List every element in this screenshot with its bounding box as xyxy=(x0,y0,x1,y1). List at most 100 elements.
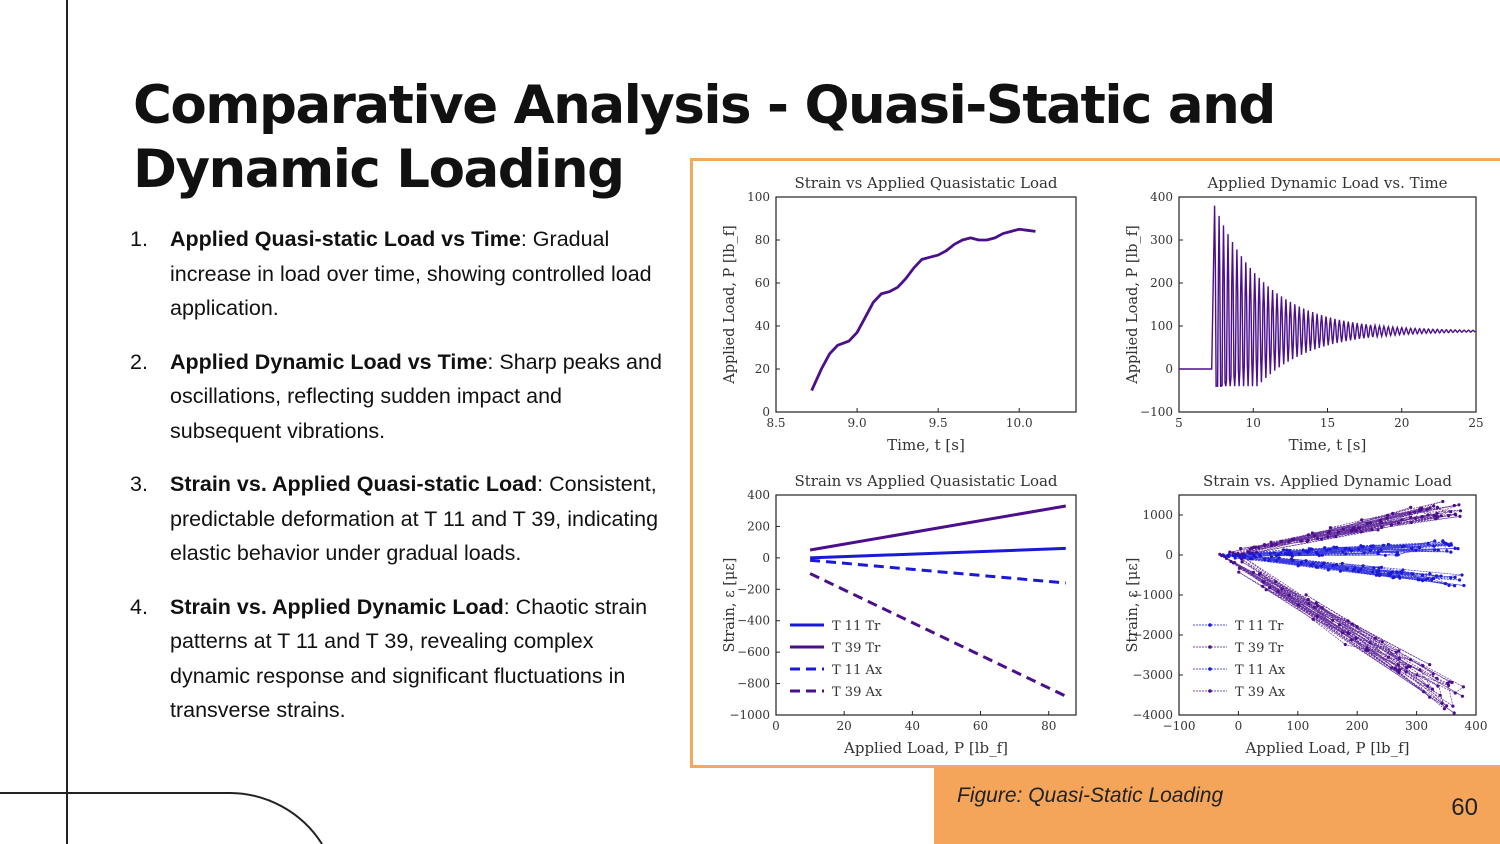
list-item-body: : Gradual increase in load over time, sh… xyxy=(170,227,652,320)
series-point xyxy=(1426,513,1430,517)
y-tick-label: 0 xyxy=(1165,362,1173,376)
series-point xyxy=(1371,544,1375,548)
series-point xyxy=(1229,559,1233,564)
series-point xyxy=(1376,551,1380,556)
series-point xyxy=(1269,555,1274,559)
series-point xyxy=(1409,658,1413,662)
series-point xyxy=(1408,665,1412,669)
series-point xyxy=(1354,636,1358,640)
series-point xyxy=(1220,554,1224,558)
y-tick-label: 300 xyxy=(1150,233,1173,247)
series-point xyxy=(1268,586,1272,590)
plot-area xyxy=(775,196,1077,413)
series-point xyxy=(1341,527,1345,531)
series-point xyxy=(1391,511,1395,516)
series-point xyxy=(1445,549,1449,553)
series-point xyxy=(1398,576,1402,580)
series-point xyxy=(1386,542,1390,547)
series-point xyxy=(1394,650,1398,654)
series-point xyxy=(1420,573,1424,577)
series-point xyxy=(1368,548,1372,552)
chart-title: Strain vs. Applied Dynamic Load xyxy=(1203,472,1452,490)
series-point xyxy=(1347,547,1351,551)
series-line-2 xyxy=(809,558,1066,585)
series-point xyxy=(1461,685,1465,689)
series-point xyxy=(1287,593,1291,597)
series-point xyxy=(1254,550,1259,554)
y-axis-label: Strain, ε [με] xyxy=(1125,558,1141,653)
y-tick-label: −800 xyxy=(737,677,770,691)
legend-label: T 11 Tr xyxy=(1235,619,1284,634)
series-point xyxy=(1391,576,1395,580)
series-point xyxy=(1409,515,1413,519)
series-point xyxy=(1240,557,1244,561)
series-line-0 xyxy=(810,546,1066,560)
series-point xyxy=(1393,666,1397,670)
series-point xyxy=(1356,569,1361,573)
series-point xyxy=(1357,526,1361,530)
plot-area xyxy=(1178,494,1477,716)
series-point xyxy=(1373,636,1377,640)
x-tick-label: 5 xyxy=(1175,416,1183,430)
series-point xyxy=(1301,548,1305,552)
series-point xyxy=(1422,690,1426,694)
series-point xyxy=(1320,537,1324,541)
series-point xyxy=(1453,584,1457,588)
chart-title: Applied Dynamic Load vs. Time xyxy=(1206,174,1447,192)
list-item: 3. Strain vs. Applied Quasi-static Load:… xyxy=(130,467,670,571)
series-point xyxy=(1447,683,1451,688)
series-point xyxy=(1420,515,1424,519)
x-tick-label: 200 xyxy=(1346,719,1369,733)
series-point xyxy=(1320,553,1324,557)
series-point xyxy=(1350,549,1354,553)
list-number: 1. xyxy=(130,227,148,251)
caption-bar: Figure: Quasi-Static Loading 60 xyxy=(934,768,1500,844)
series-point xyxy=(1421,664,1425,668)
y-tick-label: −100 xyxy=(1140,405,1173,419)
x-axis-label: Applied Load, P [lb_f] xyxy=(1245,739,1410,757)
series-line xyxy=(810,227,1036,392)
series-point xyxy=(1359,530,1363,534)
legend-marker xyxy=(1208,689,1212,693)
series-point xyxy=(1425,507,1429,511)
series-point xyxy=(1253,545,1257,549)
series-point xyxy=(1433,548,1437,552)
list-item-heading: Applied Quasi-static Load vs Time xyxy=(170,227,521,251)
series-point xyxy=(1274,559,1278,563)
series-point xyxy=(1397,656,1401,661)
series-point xyxy=(1409,505,1413,509)
y-tick-label: 80 xyxy=(755,233,770,247)
series-point xyxy=(1345,567,1349,571)
series-point xyxy=(1426,684,1430,688)
series-point xyxy=(1361,564,1365,568)
series-point xyxy=(1357,547,1361,551)
series-point xyxy=(1304,593,1308,597)
y-tick-label: −600 xyxy=(737,645,770,659)
series-point xyxy=(1380,565,1384,569)
x-tick-label: 0 xyxy=(772,719,780,733)
series-point xyxy=(1257,572,1262,576)
decorative-arc xyxy=(229,792,323,844)
series-point xyxy=(1458,509,1463,513)
series-point xyxy=(1449,510,1453,514)
series-point xyxy=(1327,529,1331,534)
series-point xyxy=(1440,701,1444,705)
series-point xyxy=(1444,541,1448,545)
series-point xyxy=(1425,577,1430,581)
y-tick-label: 200 xyxy=(747,519,770,533)
x-axis-label: Applied Load, P [lb_f] xyxy=(843,739,1008,757)
series-point xyxy=(1267,558,1271,562)
series-point xyxy=(1428,663,1432,667)
x-tick-label: 10.0 xyxy=(1006,416,1033,430)
series-point xyxy=(1453,691,1457,695)
series-point xyxy=(1399,570,1403,574)
x-tick-label: −100 xyxy=(1163,719,1196,733)
y-tick-label: −4000 xyxy=(1132,708,1173,722)
series-point xyxy=(1349,638,1353,642)
series-point xyxy=(1432,544,1436,548)
series-point xyxy=(1458,578,1462,582)
series-point xyxy=(1396,663,1400,667)
series-point xyxy=(1257,546,1261,550)
series-point xyxy=(1398,668,1402,672)
series-point xyxy=(1306,597,1310,602)
